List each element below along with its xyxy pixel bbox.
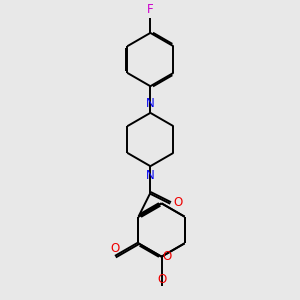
Text: N: N xyxy=(146,169,155,182)
Text: O: O xyxy=(163,250,172,263)
Text: O: O xyxy=(111,242,120,254)
Text: N: N xyxy=(146,97,155,110)
Text: O: O xyxy=(173,196,183,209)
Text: F: F xyxy=(147,3,154,16)
Text: O: O xyxy=(157,273,166,286)
